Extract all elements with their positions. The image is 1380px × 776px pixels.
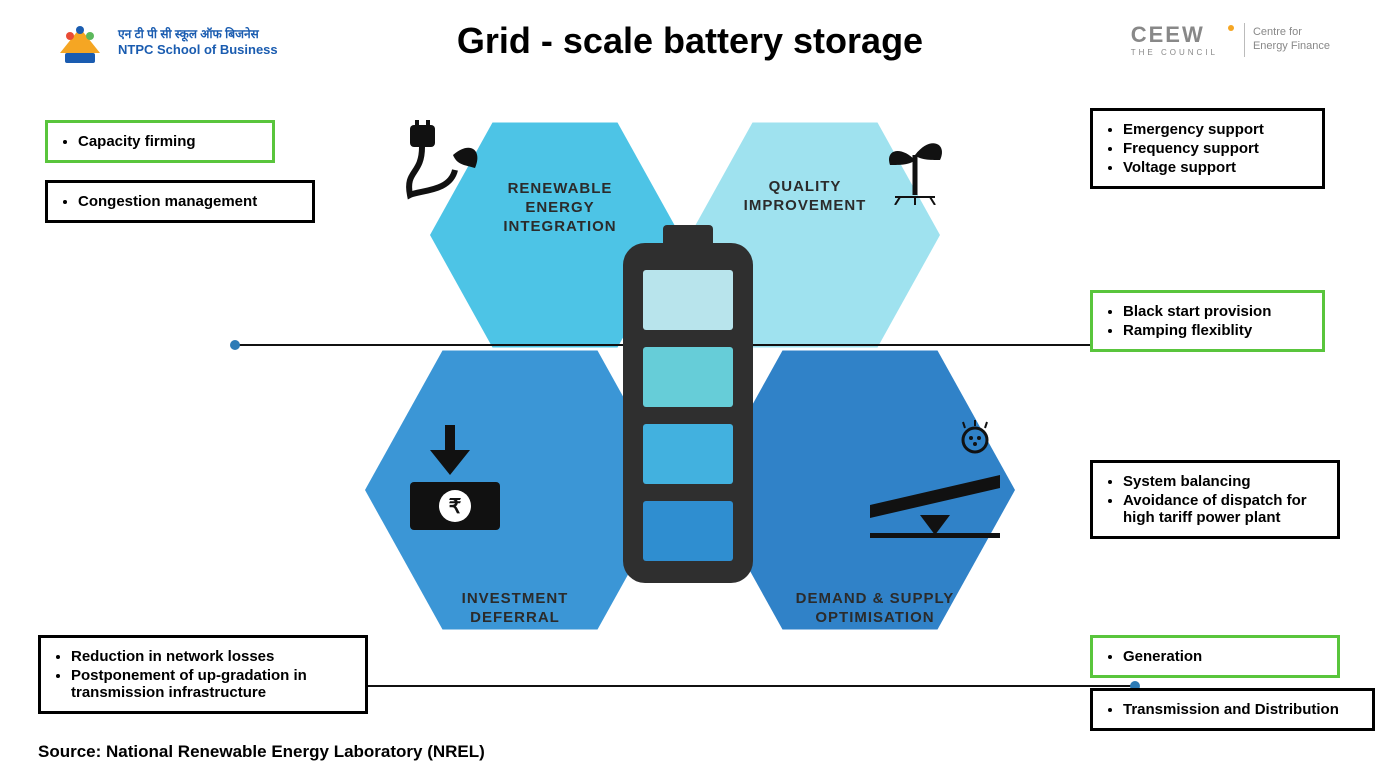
list-item: Generation — [1123, 648, 1325, 665]
logo-right-sub: THE COUNCIL — [1131, 48, 1218, 57]
money-down-icon: ₹ — [395, 420, 515, 540]
label-renewable: RENEWABLEENERGYINTEGRATION — [495, 180, 625, 236]
logo-left-english: NTPC School of Business — [118, 42, 278, 59]
list-item: Congestion management — [78, 193, 300, 210]
plug-leaf-icon — [395, 120, 495, 210]
svg-text:₹: ₹ — [449, 496, 462, 518]
box-black-start: Black start provision Ramping flexiblity — [1090, 290, 1325, 352]
diagram-area: ₹ RENEWABLEENERGYINTEGRATION QUALITY IMP… — [0, 90, 1380, 726]
ntpc-logo-icon — [50, 18, 110, 68]
logo-right: CEEW THE COUNCIL Centre for Energy Finan… — [1131, 22, 1330, 57]
list-item: Reduction in network losses — [71, 648, 353, 665]
connector-bottom — [235, 685, 1135, 687]
list-item: Avoidance of dispatch for high tariff po… — [1123, 492, 1325, 526]
list-item: Capacity firming — [78, 133, 260, 150]
list-item: System balancing — [1123, 473, 1325, 490]
box-transmission-distribution: Transmission and Distribution — [1090, 688, 1375, 731]
list-item: Postponement of up-gradation in transmis… — [71, 667, 353, 701]
list-item: Emergency support — [1123, 121, 1310, 138]
list-item: Frequency support — [1123, 140, 1310, 157]
logo-right-tag1: Centre for — [1253, 26, 1330, 39]
sprout-icon — [870, 125, 960, 205]
battery-icon — [618, 225, 758, 585]
box-network-losses: Reduction in network losses Postponement… — [38, 635, 368, 714]
label-investment: INVESTMENT DEFERRAL — [445, 590, 585, 628]
list-item: Ramping flexiblity — [1123, 322, 1310, 339]
logo-left: एन टी पी सी स्कूल ऑफ बिजनेस NTPC School … — [50, 18, 278, 68]
label-quality: QUALITY IMPROVEMENT — [735, 178, 875, 216]
box-capacity-firming: Capacity firming — [45, 120, 275, 163]
box-system-balancing: System balancing Avoidance of dispatch f… — [1090, 460, 1340, 539]
logo-right-dot-icon — [1226, 23, 1236, 57]
list-item: Transmission and Distribution — [1123, 701, 1360, 718]
box-emergency-support: Emergency support Frequency support Volt… — [1090, 108, 1325, 189]
box-congestion-management: Congestion management — [45, 180, 315, 223]
label-demand: DEMAND & SUPPLY OPTIMISATION — [785, 590, 965, 628]
connector-dot — [230, 340, 240, 350]
logo-right-main: CEEW — [1131, 22, 1218, 48]
box-generation: Generation — [1090, 635, 1340, 678]
seesaw-icon — [860, 420, 1010, 540]
list-item: Black start provision — [1123, 303, 1310, 320]
logo-right-divider — [1244, 23, 1245, 57]
logo-left-hindi: एन टी पी सी स्कूल ऑफ बिजनेस — [118, 27, 278, 43]
source-text: Source: National Renewable Energy Labora… — [38, 742, 485, 762]
logo-right-tag2: Energy Finance — [1253, 40, 1330, 53]
list-item: Voltage support — [1123, 159, 1310, 176]
